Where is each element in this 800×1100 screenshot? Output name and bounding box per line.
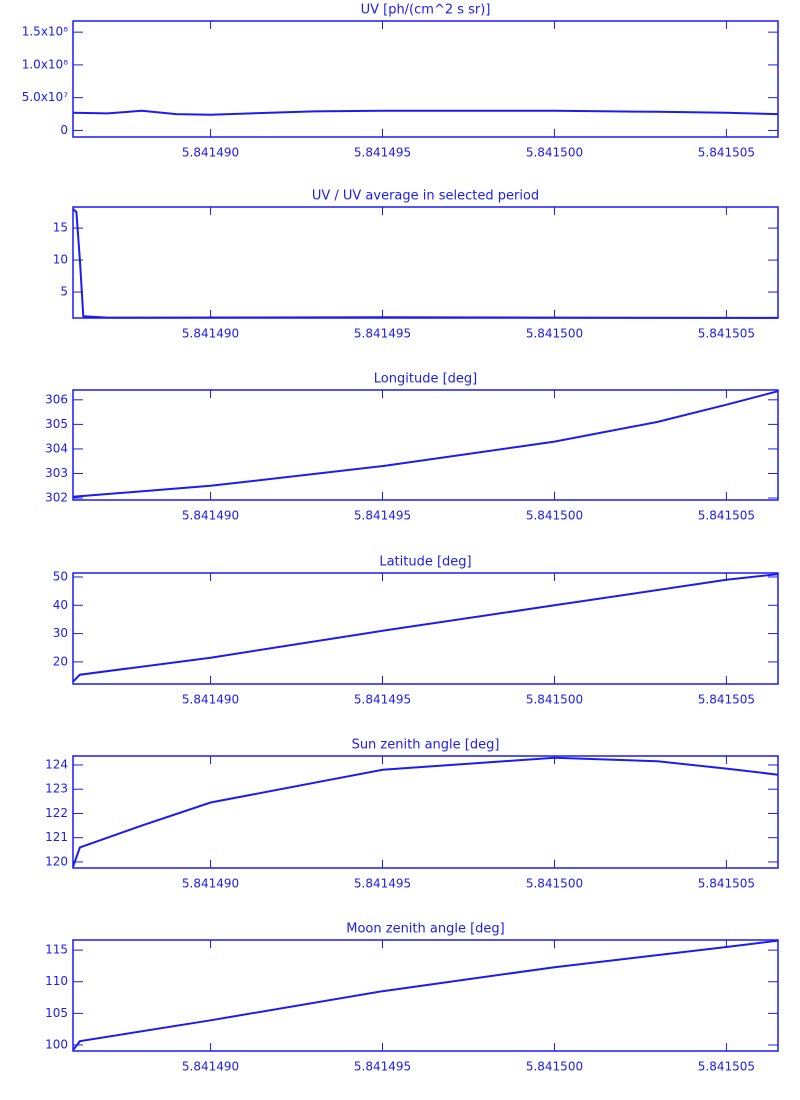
data-line [72,573,779,683]
x-tick-label: 5.841495 [354,146,411,160]
chart-title: UV [ph/(cm^2 s sr)] [361,3,491,18]
x-tick-label: 5.841505 [698,877,755,891]
y-tick-label: 50 [53,569,68,583]
plot-frame [72,939,779,1052]
y-tick-label: 40 [53,598,68,612]
y-tick-label: 100 [45,1037,68,1051]
y-tick-label: 30 [53,626,68,640]
chart-title: UV / UV average in selected period [312,189,539,204]
chart-title: Longitude [deg] [374,372,477,387]
y-tick-label: 302 [45,491,68,505]
chart-title: Sun zenith angle [deg] [352,738,500,753]
x-tick-label: 5.841505 [698,327,755,341]
x-tick-label: 5.841490 [182,327,239,341]
y-tick-label: 15 [53,221,68,235]
x-tick-label: 5.841490 [182,146,239,160]
y-tick-label: 304 [45,441,68,455]
x-tick-label: 5.841495 [354,877,411,891]
y-tick-label: 122 [45,806,68,820]
plot-frame [72,572,779,685]
y-tick-label: 121 [45,830,68,844]
y-tick-label: 303 [45,466,68,480]
x-tick-label: 5.841505 [698,1060,755,1074]
y-tick-label: 20 [53,654,68,668]
y-tick-label: 5.0x10⁷ [22,90,68,104]
x-tick-label: 5.841505 [698,509,755,523]
plot-frame [72,20,779,138]
x-tick-label: 5.841490 [182,693,239,707]
x-tick-label: 5.841495 [354,509,411,523]
x-tick-label: 5.841495 [354,1060,411,1074]
y-tick-label: 0 [60,123,68,137]
x-tick-label: 5.841505 [698,146,755,160]
plot-frame [72,389,779,501]
x-tick-label: 5.841490 [182,509,239,523]
y-tick-label: 5 [60,285,68,299]
y-tick-label: 305 [45,417,68,431]
x-tick-label: 5.841490 [182,877,239,891]
plot-frame [72,206,779,319]
data-line [72,390,779,498]
y-tick-label: 306 [45,392,68,406]
x-tick-label: 5.841500 [526,509,583,523]
data-line [72,208,779,319]
y-tick-label: 115 [45,943,68,957]
chart-title: Latitude [deg] [379,555,471,570]
y-tick-label: 10 [53,253,68,267]
y-tick-label: 105 [45,1006,68,1020]
y-tick-label: 120 [45,854,68,868]
y-tick-label: 1.0x10⁸ [22,57,68,71]
x-tick-label: 5.841505 [698,693,755,707]
x-tick-label: 5.841500 [526,877,583,891]
data-line [72,756,779,868]
data-line [72,109,779,116]
x-tick-label: 5.841500 [526,146,583,160]
y-tick-label: 110 [45,974,68,988]
x-tick-label: 5.841495 [354,693,411,707]
x-tick-label: 5.841500 [526,693,583,707]
x-tick-label: 5.841500 [526,1060,583,1074]
x-tick-label: 5.841490 [182,1060,239,1074]
y-tick-label: 123 [45,782,68,796]
data-line [72,939,779,1051]
chart-title: Moon zenith angle [deg] [346,922,504,937]
y-tick-label: 1.5x10⁸ [22,25,68,39]
y-tick-label: 124 [45,757,68,771]
x-tick-label: 5.841500 [526,327,583,341]
plot-frame [72,755,779,869]
x-tick-label: 5.841495 [354,327,411,341]
